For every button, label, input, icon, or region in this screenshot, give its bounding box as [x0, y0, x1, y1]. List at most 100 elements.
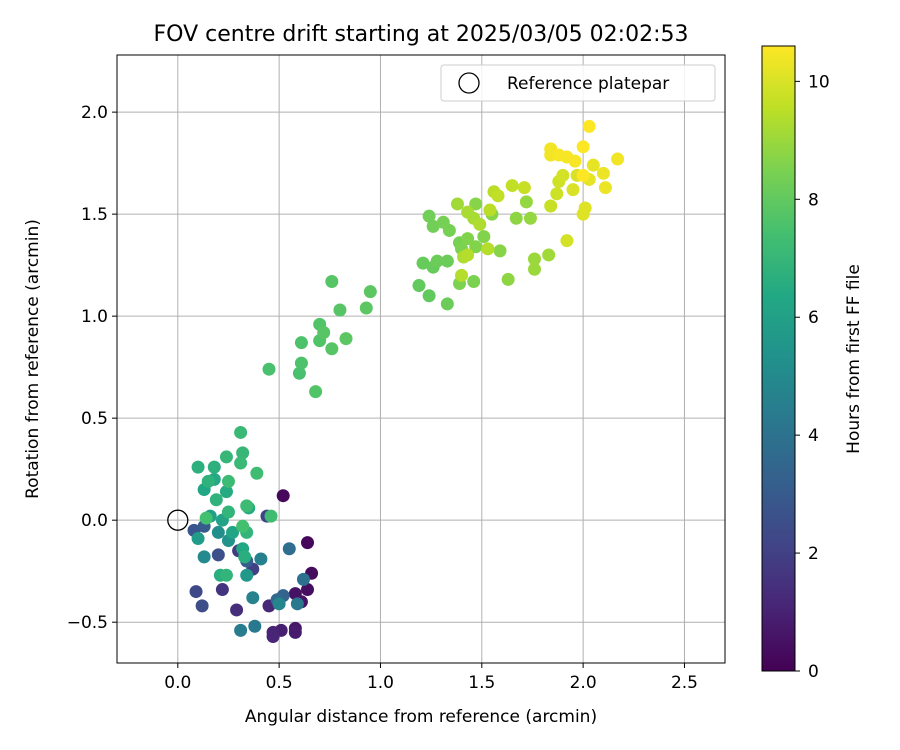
data-point — [416, 256, 430, 270]
plot-frame — [116, 54, 726, 664]
data-point — [226, 525, 240, 539]
y-tick-label: 0.0 — [81, 511, 108, 531]
data-point — [455, 268, 469, 282]
reference-platepar-marker — [167, 509, 189, 531]
data-point — [288, 625, 302, 639]
data-point — [430, 254, 444, 268]
data-point — [221, 474, 235, 488]
x-axis-label: Angular distance from reference (arcmin) — [245, 707, 597, 727]
data-point — [596, 166, 610, 180]
data-point — [491, 189, 505, 203]
legend-marker-icon — [458, 72, 480, 94]
data-point — [598, 181, 612, 195]
data-point — [301, 583, 315, 597]
y-axis-ticks: −0.5 0.0 0.5 1.0 1.5 2.0 — [67, 103, 117, 633]
data-point — [440, 254, 454, 268]
colorbar-label: Hours from first FF file — [844, 264, 864, 454]
data-point — [215, 583, 229, 597]
data-point — [248, 619, 262, 633]
colorbar: 0 2 4 6 8 10 Hours from first FF file — [761, 45, 864, 682]
data-point — [560, 234, 574, 248]
legend: Reference platepar — [440, 64, 716, 102]
y-tick-label: 2.0 — [81, 103, 108, 123]
data-point — [556, 168, 570, 182]
data-point — [309, 385, 323, 399]
data-point — [301, 536, 315, 550]
data-point — [542, 248, 556, 262]
data-point — [469, 197, 483, 211]
data-point — [191, 532, 205, 546]
data-point — [568, 154, 582, 168]
data-point — [262, 362, 276, 376]
data-point — [240, 499, 254, 513]
data-point — [473, 217, 487, 231]
data-point — [189, 585, 203, 599]
data-point — [467, 274, 481, 288]
legend-box — [440, 64, 716, 102]
data-point — [493, 244, 507, 258]
data-point — [523, 211, 537, 225]
y-tick-label: −0.5 — [67, 613, 108, 633]
x-tick-label: 0.5 — [266, 673, 293, 693]
data-point — [426, 219, 440, 233]
colorbar-tick-label: 6 — [808, 308, 819, 328]
x-tick-label: 1.0 — [367, 673, 394, 693]
data-point — [294, 356, 308, 370]
data-point — [294, 336, 308, 350]
data-point — [209, 493, 223, 507]
y-tick-label: 1.0 — [81, 307, 108, 327]
data-point — [191, 460, 205, 474]
data-point — [582, 119, 596, 133]
data-point — [236, 519, 250, 533]
chart-title: FOV centre drift starting at 2025/03/05 … — [154, 22, 689, 47]
data-point — [440, 297, 454, 311]
data-point — [207, 460, 221, 474]
data-point — [611, 152, 625, 166]
data-point — [221, 505, 235, 519]
data-point — [254, 552, 268, 566]
colorbar-tick-label: 8 — [808, 190, 819, 210]
data-point — [483, 203, 497, 217]
data-point — [272, 597, 286, 611]
data-point — [317, 325, 331, 339]
data-point — [333, 303, 347, 317]
data-point — [509, 211, 523, 225]
y-tick-label: 0.5 — [81, 409, 108, 429]
x-tick-label: 1.5 — [468, 673, 495, 693]
colorbar-ticks: 0 2 4 6 8 10 — [795, 72, 830, 682]
data-point — [550, 187, 564, 201]
data-point — [505, 179, 519, 193]
data-point — [359, 301, 373, 315]
data-point — [469, 240, 483, 254]
scatter-points — [187, 119, 625, 643]
data-point — [264, 509, 278, 523]
data-point — [234, 623, 248, 637]
data-point — [412, 279, 426, 293]
colorbar-tick-label: 10 — [808, 72, 830, 92]
data-point — [219, 568, 233, 582]
data-point — [236, 446, 250, 460]
data-point — [461, 248, 475, 262]
data-point — [339, 332, 353, 346]
colorbar-gradient — [761, 45, 796, 672]
data-point — [576, 168, 590, 182]
data-point — [219, 450, 233, 464]
reference-marker-group — [167, 509, 189, 531]
data-point — [519, 195, 533, 209]
data-point — [250, 466, 264, 480]
data-point — [461, 232, 475, 246]
data-point — [292, 366, 306, 380]
data-point — [586, 158, 600, 172]
data-point — [450, 197, 464, 211]
data-point — [422, 209, 436, 223]
data-point — [576, 140, 590, 154]
data-point — [290, 597, 304, 611]
data-point — [246, 591, 260, 605]
y-axis-label: Rotation from reference (arcmin) — [23, 219, 43, 499]
colorbar-tick-label: 0 — [808, 662, 819, 682]
x-tick-label: 2.5 — [671, 673, 698, 693]
data-point — [282, 542, 296, 556]
data-point — [197, 550, 211, 564]
data-point — [240, 568, 254, 582]
